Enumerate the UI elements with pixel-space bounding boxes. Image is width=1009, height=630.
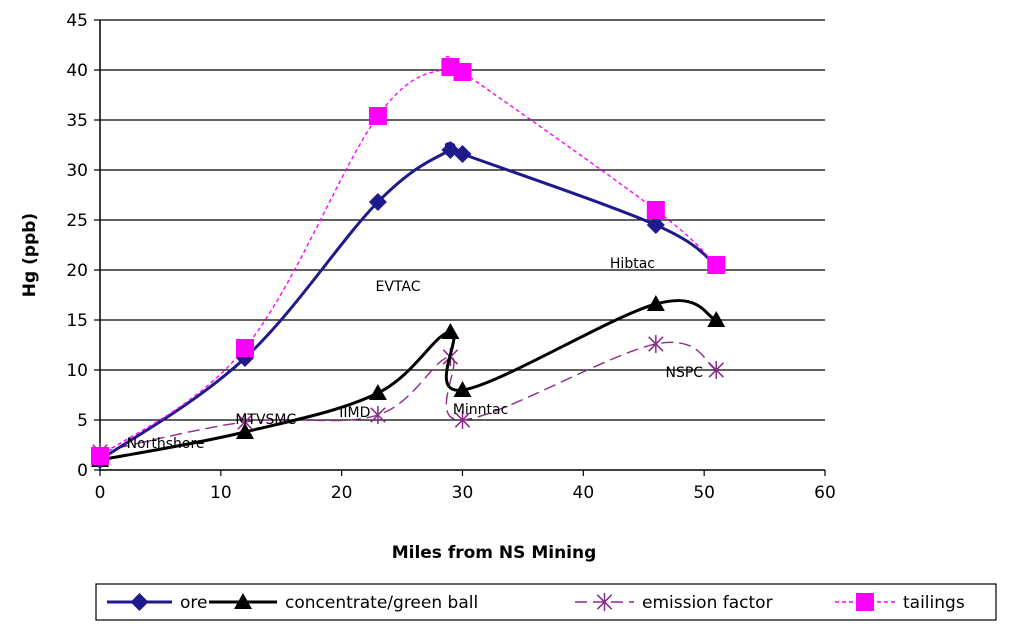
legend-star-marker — [596, 593, 613, 611]
legend-square-marker — [856, 593, 874, 611]
diamond-point — [646, 216, 665, 234]
triangle-point — [368, 384, 387, 400]
y-tick-label: 15 — [66, 311, 88, 331]
square-point — [453, 63, 472, 81]
x-tick-label: 60 — [814, 483, 836, 503]
y-tick-label: 20 — [66, 261, 88, 281]
diamond-point — [368, 193, 387, 211]
legend-triangle-marker — [234, 593, 252, 609]
x-tick-label: 0 — [95, 483, 106, 503]
legend-entry: emission factor — [575, 593, 773, 613]
square-point — [368, 107, 387, 125]
legend-entry: tailings — [835, 593, 965, 613]
star-point — [370, 406, 386, 424]
square-point — [91, 447, 109, 465]
annotation-label: IIMD — [339, 405, 370, 421]
x-tick-label: 30 — [452, 483, 474, 503]
axes — [94, 19, 826, 476]
annotation-label: MTVSMC — [235, 412, 296, 428]
annotation-label: Minntac — [453, 402, 508, 418]
annotations: Northshore MTVSMC IIMD EVTAC Minntac Hibtac NS… — [127, 256, 704, 452]
y-tick-label: 25 — [66, 211, 88, 231]
square-point — [707, 256, 726, 274]
series-emission-factor — [92, 335, 724, 461]
triangle-point — [453, 381, 472, 397]
star-point — [648, 335, 664, 353]
legend-label: emission factor — [642, 593, 773, 613]
legend-diamond-marker — [130, 593, 149, 611]
square-point — [646, 201, 665, 219]
y-tick-label: 30 — [66, 161, 88, 181]
x-tick-label: 20 — [331, 483, 353, 503]
legend: ore concentrate/green ball emission factor… — [95, 583, 997, 621]
square-point — [236, 339, 254, 357]
triangle-point — [236, 423, 254, 439]
annotation-label: Northshore — [127, 436, 205, 452]
y-tick-label: 35 — [66, 111, 88, 131]
triangle-point — [707, 311, 726, 327]
triangle-point — [646, 295, 665, 311]
x-axis-title: Miles from NS Mining — [392, 543, 597, 563]
star-point — [708, 361, 724, 379]
legend-entry: concentrate/green ball — [209, 593, 478, 613]
y-tick-label: 45 — [66, 11, 88, 31]
star-point — [454, 411, 471, 429]
y-axis-title: Hg (ppb) — [20, 213, 40, 297]
annotation-label: Hibtac — [610, 256, 655, 272]
series — [91, 56, 726, 469]
tick-labels: 0 5 10 15 20 25 30 35 40 45 0 10 20 30 40 50 60 — [66, 11, 835, 503]
annotation-label: NSPC — [666, 365, 704, 381]
legend-label: tailings — [903, 593, 965, 613]
annotation-label: EVTAC — [376, 279, 421, 295]
legend-label: concentrate/green ball — [285, 593, 478, 613]
x-tick-label: 50 — [693, 483, 715, 503]
triangle-point — [441, 323, 460, 339]
y-tick-label: 10 — [66, 361, 88, 381]
x-tick-label: 40 — [573, 483, 595, 503]
x-tick-label: 10 — [210, 483, 232, 503]
y-tick-label: 5 — [77, 411, 88, 431]
diamond-point — [453, 145, 472, 163]
y-tick-label: 0 — [77, 461, 88, 481]
legend-label: ore — [180, 593, 207, 613]
y-tick-label: 40 — [66, 61, 88, 81]
series-concentrate-green-ball — [91, 295, 726, 467]
legend-entry: ore — [107, 593, 207, 613]
series-tailings — [91, 56, 726, 465]
gridlines — [100, 19, 825, 421]
series-line — [99, 142, 718, 462]
